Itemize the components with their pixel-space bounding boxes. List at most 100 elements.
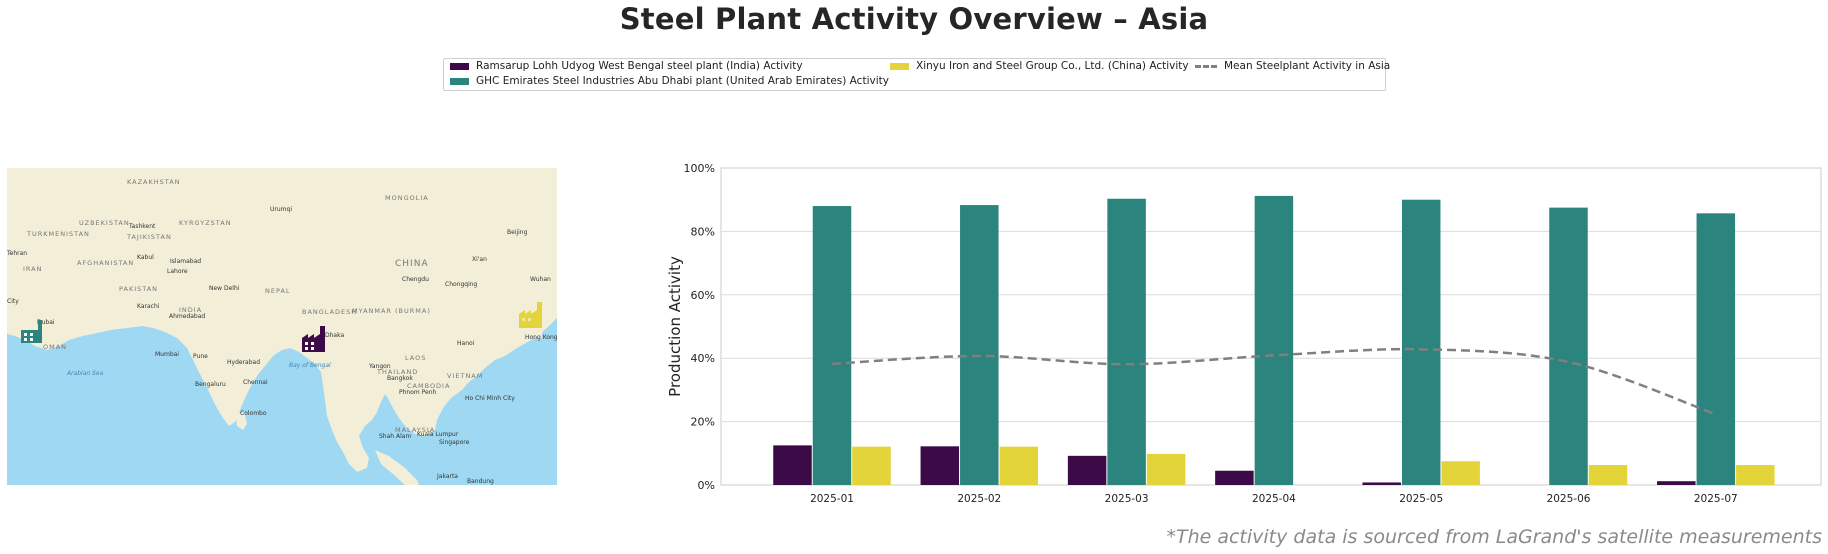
map-label: Pune: [193, 353, 208, 360]
y-tick-label: 80%: [691, 225, 715, 238]
legend-swatch-uae: [450, 77, 469, 85]
map-label: Jakarta: [436, 473, 458, 480]
map-label: Chongqing: [445, 281, 478, 288]
bar-china: [1441, 461, 1480, 485]
legend-swatch-china: [890, 62, 909, 70]
y-tick-label: 40%: [691, 352, 715, 365]
x-tick-label: 2025-07: [1694, 493, 1738, 505]
map-label: MALAYSIA: [395, 426, 435, 434]
map-label: VIETNAM: [447, 372, 483, 380]
map-label: Hanoi: [457, 340, 475, 347]
map-label: TURKMENISTAN: [26, 230, 90, 238]
bar-uae: [1549, 207, 1588, 485]
bar-uae: [960, 205, 999, 486]
map-label: New Delhi: [209, 285, 240, 292]
bar-india: [1067, 455, 1107, 485]
map-label: KYRGYZSTAN: [179, 219, 232, 227]
bar-india: [773, 445, 812, 485]
bar-uae: [1401, 199, 1441, 485]
map-label: Karachi: [137, 303, 160, 310]
legend-label-mean: Mean Steelplant Activity in Asia: [1224, 60, 1391, 72]
map-label: Bandung: [467, 478, 494, 485]
bar-china: [1736, 465, 1775, 485]
taiwan-land: [536, 326, 543, 340]
x-tick-label: 2025-02: [957, 493, 1001, 505]
bar-uae: [1696, 213, 1736, 485]
y-tick-label: 20%: [691, 416, 715, 429]
map-label: UZBEKISTAN: [79, 219, 130, 227]
map-label: Ho Chi Minh City: [465, 395, 515, 402]
bar-india: [1215, 470, 1254, 485]
legend-dash-mean: [1195, 64, 1217, 68]
map-label: CHINA: [395, 259, 429, 269]
map-label: Chengdu: [402, 276, 429, 283]
bar-china: [999, 446, 1039, 485]
mean-activity-line: [831, 347, 1717, 416]
y-axis-label: Production Activity: [666, 256, 684, 397]
map-label: INDIA: [179, 306, 202, 314]
x-tick-label: 2025-06: [1547, 493, 1591, 505]
map-label: Islamabad: [170, 258, 201, 265]
map-label: NEPAL: [265, 287, 291, 295]
x-tick-label: 2025-03: [1105, 493, 1149, 505]
map-label: IRAN: [23, 265, 42, 273]
map-label: Ahmedabad: [169, 313, 205, 320]
y-tick-label: 60%: [691, 289, 715, 302]
map-label: Singapore: [439, 439, 470, 446]
x-tick-label: 2025-01: [810, 493, 854, 505]
y-tick-label: 0%: [698, 479, 715, 492]
chart-title: Steel Plant Activity Overview – Asia: [619, 2, 1209, 36]
map-label: Bengaluru: [195, 381, 226, 388]
map-label: Wuhan: [530, 276, 551, 283]
bar-india: [1657, 481, 1696, 485]
map-label: Urumqi: [270, 206, 292, 213]
map-label: BANGLADESH: [302, 308, 357, 316]
map-label: Hyderabad: [227, 359, 260, 366]
y-tick-label: 100%: [684, 162, 715, 175]
map-label: TAJIKISTAN: [126, 233, 172, 241]
asia-map[interactable]: KAZAKHSTAN MONGOLIA UZBEKISTAN KYRGYZSTAN TU…: [7, 168, 557, 485]
map-label: Hong Kong: [525, 334, 557, 341]
map-label: Mumbai: [155, 351, 179, 358]
bar-china: [1588, 465, 1628, 485]
plant-marker-uae-icon[interactable]: [21, 320, 42, 343]
map-label: PAKISTAN: [119, 285, 158, 293]
legend-entry-china: Xinyu Iron and Steel Group Co., Ltd. (Ch…: [890, 60, 1189, 72]
x-tick-label: 2025-04: [1252, 493, 1296, 505]
bar-india: [920, 446, 960, 485]
x-tick-label: 2025-05: [1399, 493, 1443, 505]
map-label: THAILAND: [376, 368, 418, 376]
legend-swatch-india: [450, 62, 469, 70]
chart-legend: Ramsarup Lohh Udyog West Bengal steel pl…: [443, 58, 1390, 91]
map-label: Dhaka: [325, 332, 344, 339]
map-label: KAZAKHSTAN: [127, 178, 181, 186]
legend-label-india: Ramsarup Lohh Udyog West Bengal steel pl…: [476, 60, 803, 72]
map-label: MYANMAR (BURMA): [352, 307, 431, 315]
map-labels: KAZAKHSTAN MONGOLIA UZBEKISTAN KYRGYZSTAN TU…: [7, 178, 557, 485]
map-label: Phnom Penh: [399, 389, 437, 396]
map-label: Bay of Bengal: [289, 362, 331, 369]
map-label: LAOS: [405, 354, 426, 362]
plant-marker-china-icon[interactable]: [519, 302, 542, 328]
sri-lanka-land: [236, 412, 247, 430]
map-label: Beijing: [507, 229, 528, 236]
map-land: [7, 168, 557, 472]
bar-uae: [1254, 195, 1294, 485]
map-label: Tashkent: [128, 223, 156, 230]
legend-label-china: Xinyu Iron and Steel Group Co., Ltd. (Ch…: [916, 60, 1189, 72]
map-label: Lahore: [167, 268, 188, 275]
y-tick-labels: 0% 20% 40% 60% 80% 100%: [684, 162, 715, 492]
bars: [773, 195, 1775, 486]
map-label: Dubai: [37, 319, 55, 326]
plant-marker-india-icon[interactable]: [302, 326, 325, 352]
map-label: CAMBODIA: [407, 382, 450, 390]
map-label: Shah Alam: [379, 433, 411, 440]
map-label: Bangkok: [387, 375, 413, 382]
x-tick-labels: 2025-01 2025-02 2025-03 2025-04 2025-05 2025-…: [810, 493, 1738, 505]
map-label: City: [7, 298, 19, 305]
map-label: Xi'an: [472, 256, 487, 263]
sumatra-land: [375, 450, 419, 485]
bar-china: [1146, 453, 1186, 485]
bar-uae: [1107, 198, 1146, 485]
